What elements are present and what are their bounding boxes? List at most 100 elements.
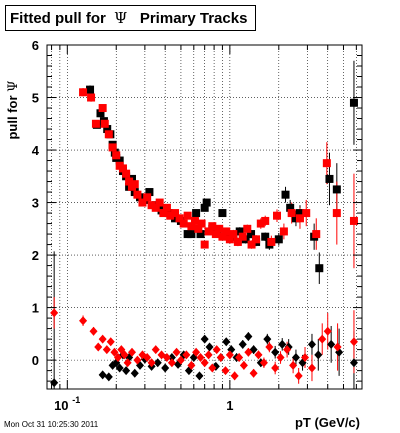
data-point-diamond xyxy=(278,339,287,349)
data-point-square xyxy=(225,235,234,244)
title-suffix: Primary Tracks xyxy=(139,10,248,27)
data-point-diamond xyxy=(167,352,176,362)
data-point-square xyxy=(256,219,265,228)
data-point-square xyxy=(247,230,256,239)
data-point-diamond xyxy=(333,342,342,352)
data-point-diamond xyxy=(225,350,234,360)
y-tick-label: 5 xyxy=(32,91,39,106)
data-point-square xyxy=(218,209,227,218)
data-point-square xyxy=(200,240,209,249)
data-point-diamond xyxy=(230,371,239,381)
data-point-square xyxy=(104,130,113,139)
data-point-diamond xyxy=(323,326,332,336)
data-point-diamond xyxy=(98,334,107,344)
data-point-diamond xyxy=(349,358,358,368)
data-point-square xyxy=(115,156,124,165)
axis-ticks xyxy=(47,44,362,389)
title-prefix: Fitted pull for xyxy=(10,10,106,27)
data-point-square xyxy=(87,93,96,102)
data-point-diamond xyxy=(235,352,244,362)
data-point-diamond xyxy=(104,372,113,382)
data-point-square xyxy=(295,214,304,223)
y-axis-label: pull for Ψ xyxy=(5,80,21,139)
data-point-diamond xyxy=(205,342,214,352)
data-point-square xyxy=(211,230,220,239)
data-point-diamond xyxy=(187,360,196,370)
data-point-diamond xyxy=(133,355,142,365)
data-point-diamond xyxy=(307,339,316,349)
y-tick-label: 0 xyxy=(32,353,39,368)
data-point-diamond xyxy=(192,347,201,357)
data-point-diamond xyxy=(244,331,253,341)
data-point-diamond xyxy=(249,368,258,378)
data-point-square xyxy=(349,98,358,107)
data-point-square xyxy=(133,190,142,199)
timestamp: Mon Oct 31 10:25:30 2011 xyxy=(4,420,99,429)
title-symbol: Ψ xyxy=(114,9,128,27)
x-tick-exponent: -1 xyxy=(72,395,80,405)
data-point-diamond xyxy=(120,350,129,360)
data-point-square xyxy=(208,222,217,231)
data-point-square xyxy=(175,214,184,223)
data-point-diamond xyxy=(307,363,316,373)
data-point-diamond xyxy=(127,347,136,357)
data-point-diamond xyxy=(122,366,131,376)
data-point-square xyxy=(332,209,341,218)
data-point-diamond xyxy=(222,337,231,347)
data-point-diamond xyxy=(221,366,230,376)
data-point-square xyxy=(196,230,205,239)
data-point-square xyxy=(108,143,117,152)
data-point-square xyxy=(138,198,147,207)
data-point-square xyxy=(179,219,188,228)
data-point-diamond xyxy=(79,316,88,326)
data-point-diamond xyxy=(318,334,327,344)
data-point-square xyxy=(238,232,247,241)
data-point-square xyxy=(155,198,164,207)
y-tick-label: 2 xyxy=(32,248,39,263)
data-point-square xyxy=(79,88,88,97)
data-point-square xyxy=(267,237,276,246)
data-point-square xyxy=(151,203,160,212)
data-point-diamond xyxy=(195,371,204,381)
data-point-square xyxy=(200,203,209,212)
data-point-square xyxy=(261,216,270,225)
data-point-square xyxy=(302,209,311,218)
data-point-square xyxy=(215,224,224,233)
data-point-diamond xyxy=(167,358,176,368)
data-point-diamond xyxy=(147,358,156,368)
data-point-diamond xyxy=(289,360,298,370)
data-point-diamond xyxy=(161,363,170,373)
y-tick-label: 1 xyxy=(32,301,39,316)
data-point-diamond xyxy=(327,339,336,349)
data-point-square xyxy=(91,119,100,128)
data-point-square xyxy=(274,235,283,244)
data-point-diamond xyxy=(349,337,358,347)
series-black xyxy=(50,85,358,388)
data-point-diamond xyxy=(176,355,185,365)
data-point-diamond xyxy=(212,345,221,355)
data-points xyxy=(50,85,358,388)
data-point-diamond xyxy=(276,352,285,362)
data-point-diamond xyxy=(200,358,209,368)
data-point-square xyxy=(197,219,206,228)
data-point-square xyxy=(281,190,290,199)
data-point-diamond xyxy=(110,347,119,357)
data-point-diamond xyxy=(182,350,191,360)
data-point-diamond xyxy=(200,334,209,344)
data-point-square xyxy=(273,211,282,220)
data-point-square xyxy=(145,188,154,197)
data-point-diamond xyxy=(162,352,171,362)
data-point-diamond xyxy=(106,337,115,347)
data-point-square xyxy=(183,211,192,220)
x-tick-label: 10 xyxy=(54,398,68,413)
data-point-square xyxy=(229,230,238,239)
data-point-diamond xyxy=(196,352,205,362)
data-point-square xyxy=(130,180,139,189)
data-point-diamond xyxy=(294,371,303,381)
y-tick-label: 6 xyxy=(32,38,39,53)
data-point-diamond xyxy=(115,363,124,373)
data-point-diamond xyxy=(50,308,59,318)
series-red xyxy=(50,88,358,381)
data-point-square xyxy=(190,216,199,225)
data-point-diamond xyxy=(271,347,280,357)
